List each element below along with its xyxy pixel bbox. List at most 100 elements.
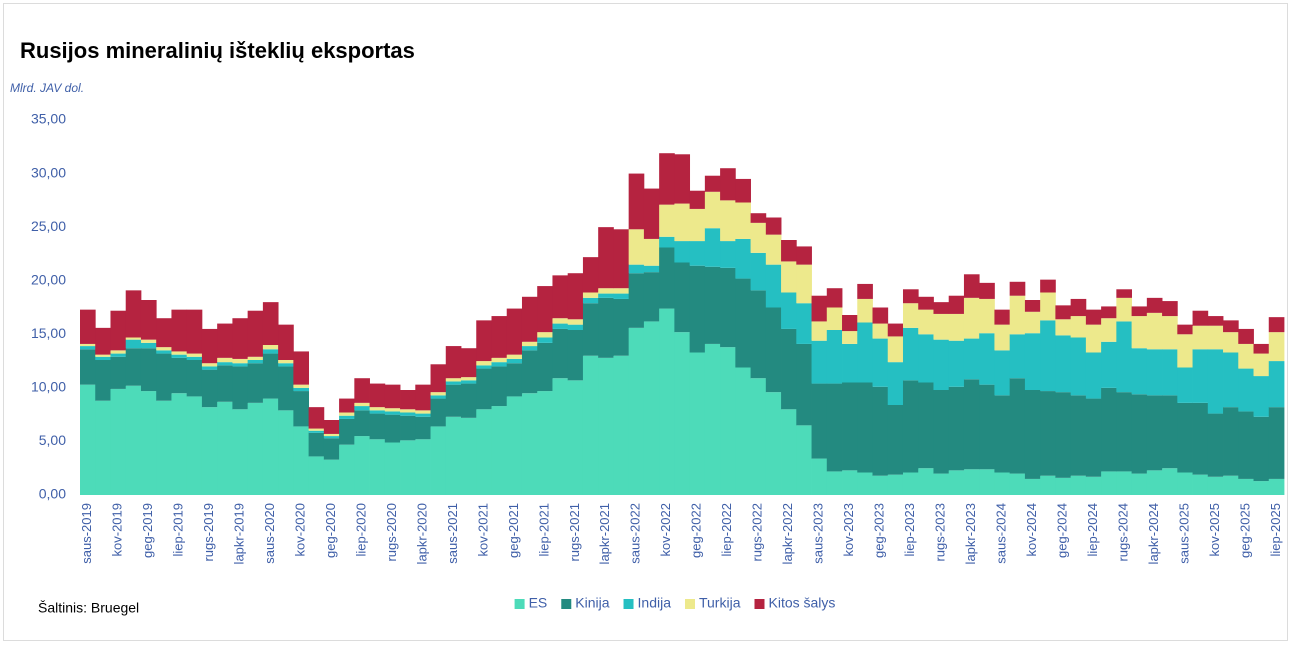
- bar-segment: [1146, 297, 1163, 313]
- bar-segment: [735, 202, 751, 239]
- bar-segment: [842, 331, 858, 344]
- bar-segment: [1101, 306, 1117, 319]
- bar-segment: [1177, 367, 1193, 403]
- bar-segment: [948, 386, 965, 471]
- bar-segment: [704, 266, 721, 344]
- x-tick-label: lapkr-2023: [963, 503, 978, 564]
- x-tick-label: saus-2021: [445, 503, 460, 564]
- bar-segment: [293, 351, 310, 385]
- legend-label: Turkija: [699, 595, 741, 611]
- bar-segment: [430, 364, 447, 393]
- bar-segment: [430, 426, 447, 495]
- bar-segment: [887, 336, 904, 363]
- bar-segment: [156, 347, 172, 351]
- y-tick-label: 20,00: [31, 271, 66, 287]
- bar-segment: [628, 327, 645, 495]
- bar-segment: [80, 309, 96, 344]
- x-tick-label: saus-2022: [628, 503, 643, 564]
- bar-segment: [811, 383, 828, 459]
- bar-segment: [826, 383, 843, 472]
- x-tick-label: geg-2020: [323, 503, 338, 558]
- bar-segment: [1024, 311, 1041, 334]
- bar-segment: [1192, 402, 1209, 475]
- bar-segment: [323, 438, 340, 460]
- bar-segment: [796, 425, 812, 495]
- bar-segment: [1070, 395, 1087, 476]
- bar-segment: [476, 409, 492, 495]
- x-tick-label: lapkr-2020: [414, 503, 429, 564]
- bar-segment: [979, 469, 995, 495]
- bar-segment: [1131, 316, 1148, 349]
- x-tick-label: liep-2023: [902, 503, 917, 557]
- bar-segment: [186, 309, 203, 354]
- bar-segment: [720, 241, 736, 268]
- bar-segment: [415, 410, 431, 414]
- bar-segment: [872, 338, 889, 387]
- bar-segment: [217, 323, 233, 358]
- bar-segment: [1116, 321, 1132, 393]
- bar-segment: [963, 297, 980, 339]
- bar-segment: [430, 395, 447, 399]
- bar-segment: [750, 290, 767, 379]
- bar-segment: [994, 324, 1011, 351]
- bar-segment: [80, 343, 96, 347]
- bar-segment: [1009, 281, 1026, 296]
- bar-segment: [80, 349, 96, 385]
- bar-segment: [598, 227, 614, 289]
- bar-segment: [278, 366, 294, 411]
- bar-segment: [887, 323, 904, 337]
- bar-segment: [1162, 395, 1178, 469]
- x-tick-label: geg-2025: [1237, 503, 1252, 558]
- legend-swatch: [684, 599, 695, 609]
- bar-segment: [384, 384, 401, 409]
- bar-segment: [1055, 392, 1072, 478]
- bar-segment: [720, 168, 736, 201]
- bar-segment: [156, 353, 172, 401]
- bar-segment: [552, 318, 569, 324]
- bar-segment: [826, 330, 843, 384]
- bar-segment: [598, 288, 614, 294]
- legend-label: Kinija: [575, 595, 609, 611]
- source: Šaltinis: Bruegel: [38, 600, 139, 616]
- bar-segment: [217, 357, 233, 363]
- bar-segment: [933, 473, 950, 495]
- bar-segment: [521, 296, 538, 342]
- bar-segment: [293, 391, 310, 427]
- bar-segment: [1238, 478, 1254, 495]
- bar-segment: [872, 307, 889, 324]
- bar-segment: [582, 292, 599, 298]
- bar-segment: [994, 472, 1011, 495]
- x-tick-label: kov-2020: [292, 503, 307, 556]
- bar-segment: [582, 303, 599, 356]
- bar-segment: [720, 347, 736, 495]
- x-tick-label: rugs-2021: [567, 503, 582, 562]
- bar-segment: [293, 426, 310, 495]
- bar-segment: [1177, 402, 1193, 473]
- bar-segment: [796, 343, 812, 426]
- legend-label: Kitos šalys: [768, 595, 835, 611]
- bar-segment: [643, 188, 660, 239]
- x-tick-label: geg-2024: [1054, 503, 1069, 558]
- bar-segment: [567, 380, 584, 495]
- bar-segment: [765, 217, 782, 235]
- bar-segment: [1253, 343, 1270, 354]
- bar-segment: [643, 265, 660, 273]
- bar-segment: [902, 327, 919, 381]
- bar-segment: [979, 384, 995, 470]
- bar-segment: [1009, 378, 1026, 474]
- bar-segment: [1024, 478, 1041, 495]
- bar-segment: [1268, 317, 1285, 333]
- bar-segment: [1070, 298, 1087, 317]
- bar-segment: [1024, 333, 1041, 390]
- bar-segment: [842, 343, 858, 383]
- y-tick-label: 30,00: [31, 164, 66, 180]
- bar-segment: [339, 412, 355, 416]
- bar-segment: [400, 409, 416, 413]
- bar-segment: [461, 383, 477, 418]
- bar-segment: [918, 296, 934, 310]
- bar-segment: [1101, 387, 1117, 472]
- x-tick-label: liep-2025: [1268, 503, 1283, 557]
- x-tick-label: kov-2019: [110, 503, 125, 556]
- bar-segment: [461, 417, 477, 495]
